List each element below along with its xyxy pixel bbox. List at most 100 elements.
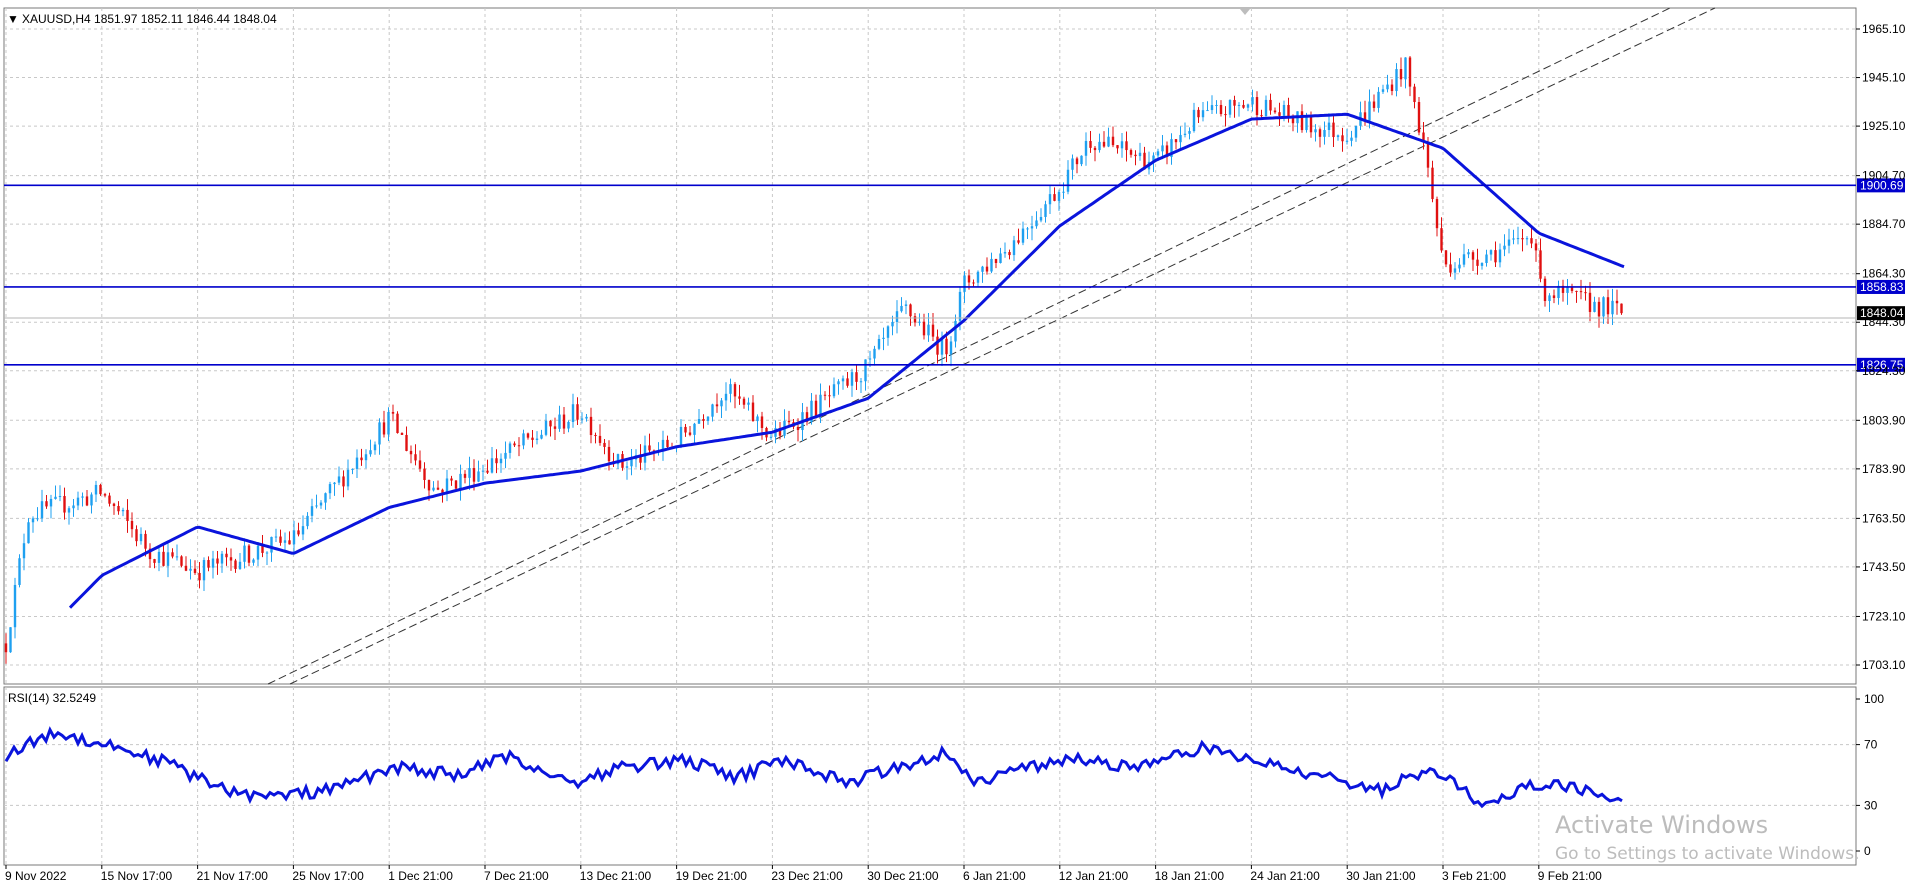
candle-body: [1228, 99, 1232, 115]
candle-body: [427, 480, 431, 491]
candle-body: [162, 551, 165, 566]
candle-body: [1219, 104, 1223, 115]
candle-body: [666, 439, 669, 448]
candle-body: [607, 446, 611, 462]
price-panel[interactable]: [3, 7, 1857, 685]
candle-body: [288, 540, 291, 545]
candle-body: [1602, 297, 1605, 317]
candle-body: [1557, 285, 1560, 299]
candle-body: [648, 445, 651, 451]
candle-body: [1084, 140, 1088, 156]
candle-body: [1395, 69, 1398, 92]
candle-body: [481, 470, 485, 472]
candle-body: [445, 478, 449, 494]
rsi-panel[interactable]: [3, 686, 1857, 866]
candle-body: [639, 455, 642, 463]
trend-channel-lower[interactable]: [289, 7, 1716, 685]
candle-body: [234, 560, 237, 569]
candle-body: [1539, 250, 1542, 279]
candle-body: [760, 416, 764, 428]
candle-body: [738, 396, 741, 399]
level-price-tag: [1857, 279, 1905, 294]
candle-body: [238, 561, 242, 569]
candle-body: [702, 419, 705, 421]
price-tick-label: 1763.50: [1862, 511, 1906, 525]
candle-body: [1350, 137, 1353, 141]
candle-body: [1143, 152, 1146, 170]
candle-body: [1471, 252, 1475, 260]
candle-body: [810, 400, 813, 422]
candle-body: [180, 556, 183, 566]
candle-body: [1116, 145, 1119, 149]
candle-body: [1458, 264, 1461, 269]
candle-body: [252, 559, 255, 563]
candle-body: [1035, 220, 1038, 227]
candle-body: [1611, 300, 1614, 315]
moving-average-line[interactable]: [68, 112, 1625, 609]
candle-body: [873, 348, 876, 359]
price-tick-label: 1723.10: [1862, 609, 1906, 623]
candle-body: [823, 394, 827, 396]
scroll-marker-icon[interactable]: [1240, 9, 1250, 15]
candle-body: [468, 468, 471, 478]
candle-body: [85, 496, 89, 506]
candle-body: [1152, 155, 1155, 162]
candle-body: [909, 304, 912, 317]
candle-body: [927, 324, 930, 336]
candle-body: [256, 545, 260, 560]
candle-body: [1233, 99, 1236, 106]
candle-body: [1417, 102, 1421, 133]
candle-body: [1543, 278, 1547, 302]
candle-body: [1066, 169, 1070, 192]
candle-body: [603, 442, 606, 447]
candle-body: [652, 450, 656, 452]
candle-body: [805, 412, 809, 422]
candle-body: [1129, 150, 1133, 155]
current-price-label: 1848.04: [1860, 306, 1904, 320]
candle-body: [1512, 238, 1515, 240]
trend-channel-upper[interactable]: [267, 7, 1671, 685]
candle-body: [1165, 145, 1169, 157]
candle-body: [261, 545, 264, 553]
candle-body: [589, 416, 593, 436]
candle-body: [706, 416, 710, 421]
candle-body: [778, 428, 782, 436]
candle-body: [454, 480, 458, 489]
time-tick-label: 30 Jan 21:00: [1346, 869, 1416, 883]
candle-body: [76, 497, 80, 506]
candle-body: [1426, 141, 1430, 168]
candle-body: [859, 381, 863, 383]
candle-body: [175, 556, 179, 558]
candle-body: [990, 258, 993, 272]
candle-body: [382, 422, 386, 435]
candle-body: [1089, 140, 1092, 148]
candle-body: [144, 533, 147, 549]
candle-body: [1156, 151, 1160, 156]
candle-body: [1570, 287, 1574, 291]
candle-body: [211, 558, 215, 568]
candle-body: [1566, 287, 1569, 293]
candle-body: [1260, 115, 1263, 117]
candle-body: [715, 404, 719, 407]
candle-body: [904, 304, 908, 306]
candle-body: [1008, 252, 1011, 256]
candle-body: [292, 530, 296, 545]
time-tick-label: 9 Nov 2022: [5, 869, 67, 883]
horizontal-levels: 1900.69 1858.83 1826.75: [4, 178, 1905, 372]
symbol-dropdown-arrow[interactable]: ▼: [7, 12, 19, 26]
chart-header-label: XAUUSD,H4 1851.97 1852.11 1846.44 1848.0…: [22, 12, 277, 26]
candle-body: [328, 484, 332, 494]
candle-body: [499, 458, 503, 464]
candle-body: [1453, 268, 1457, 273]
price-tick-label: 1904.70: [1862, 169, 1906, 183]
candle-body: [1057, 191, 1061, 201]
candle-body: [1318, 129, 1322, 137]
candle-body: [936, 336, 939, 355]
candle-body: [535, 438, 539, 440]
candle-body: [198, 572, 201, 581]
candle-body: [837, 381, 840, 385]
candle-body: [450, 478, 453, 481]
candle-body: [1516, 238, 1520, 240]
candle-body: [558, 414, 561, 429]
